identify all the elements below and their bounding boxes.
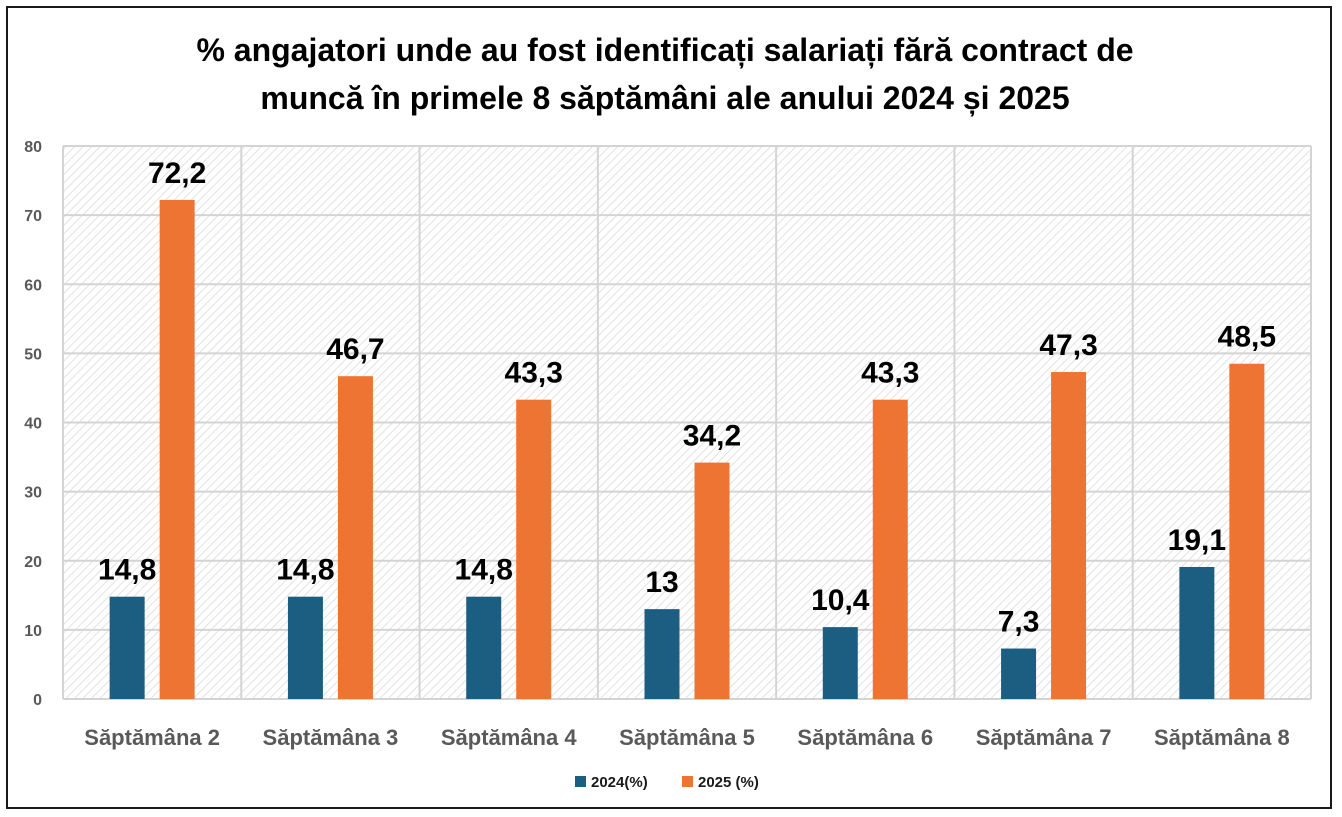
data-label: 72,2 [148,157,206,190]
legend-label: 2024(%) [591,774,648,791]
y-tick-label: 50 [24,346,42,363]
y-tick-label: 40 [24,416,42,433]
bar-2024-week-7[interactable] [1001,648,1037,699]
data-label: 14,8 [455,554,513,587]
y-tick-label: 80 [24,139,42,156]
legend-swatch [682,776,693,787]
data-label: 14,8 [276,554,334,587]
bar-2024-week-4[interactable] [466,596,502,699]
y-tick-label: 0 [33,692,42,709]
bar-2024-week-5[interactable] [644,609,680,699]
y-tick-label: 10 [24,623,42,640]
y-tick-label: 20 [24,554,42,571]
bar-2024-week-8[interactable] [1179,566,1215,699]
y-tick-label: 60 [24,277,42,294]
legend-swatch [575,776,586,787]
bar-2024-week-3[interactable] [287,596,323,699]
data-label: 7,3 [998,606,1040,639]
data-label: 43,3 [505,357,563,390]
x-category-label: Săptămâna 5 [619,725,755,750]
data-label: 10,4 [811,584,870,617]
data-label: 47,3 [1039,329,1097,362]
data-label: 46,7 [326,333,384,366]
legend-label: 2025 (%) [698,774,759,791]
bar-2025-week-3[interactable] [337,376,373,699]
data-label: 14,8 [98,554,156,587]
chart-title: % angajatori unde au fost identificați s… [196,32,1134,116]
bar-2025-week-8[interactable] [1229,363,1265,699]
x-category-label: Săptămâna 2 [84,725,220,750]
y-tick-label: 70 [24,208,42,225]
bar-2025-week-4[interactable] [516,399,552,699]
x-category-label: Săptămâna 6 [797,725,933,750]
data-label: 43,3 [861,357,919,390]
bar-2024-week-6[interactable] [822,627,858,699]
bar-2025-week-2[interactable] [159,199,195,700]
x-category-label: Săptămâna 3 [263,725,399,750]
x-category-label: Săptămâna 4 [441,725,577,750]
bar-2025-week-7[interactable] [1051,372,1087,699]
x-category-label: Săptămâna 8 [1154,725,1290,750]
y-tick-label: 30 [24,485,42,502]
data-label: 34,2 [683,420,741,453]
x-category-label: Săptămâna 7 [976,725,1112,750]
bar-2025-week-6[interactable] [872,399,908,699]
bar-2024-week-2[interactable] [109,596,145,699]
bar-2025-week-5[interactable] [694,462,730,699]
data-label: 48,5 [1218,321,1276,354]
data-label: 13 [645,566,678,599]
data-label: 19,1 [1168,524,1226,557]
